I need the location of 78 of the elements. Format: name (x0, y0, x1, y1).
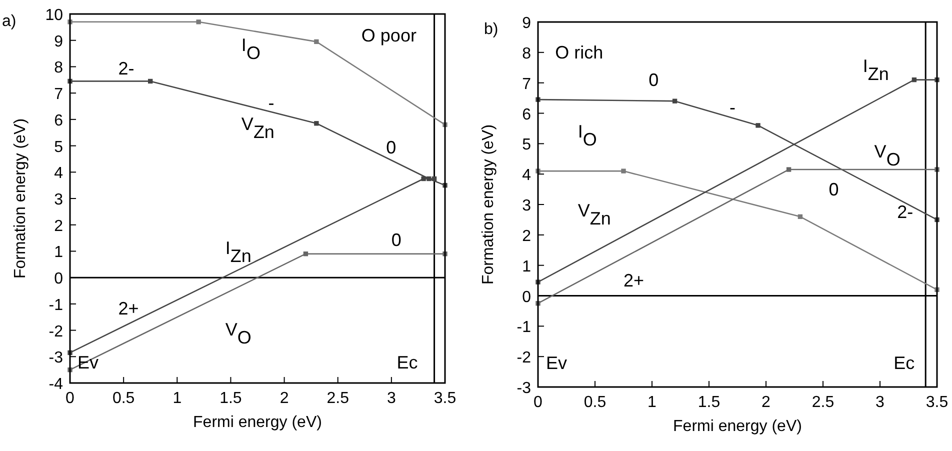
y-tick-label: 7 (54, 86, 64, 104)
y-tick-label: 5 (522, 136, 532, 154)
chart-title: b) (484, 21, 498, 38)
y-tick-label: 4 (54, 165, 64, 182)
annotation: O rich (555, 42, 604, 62)
x-axis-title: Fermi energy (eV) (673, 418, 802, 435)
point (798, 214, 803, 220)
x-tick-label: 2.5 (812, 394, 834, 411)
x-tick-label: 2.5 (326, 390, 350, 407)
x-tick-label: 0.5 (112, 390, 135, 407)
annotation: 2+ (118, 298, 139, 318)
point (314, 39, 319, 44)
y-tick-label: 10 (45, 7, 64, 24)
y-tick-label: 9 (522, 15, 532, 32)
y-tick-label: 3 (54, 192, 64, 208)
y-tick-label: 1 (54, 244, 64, 262)
y-tick-label: -3 (516, 380, 532, 397)
point (314, 121, 319, 126)
y-tick-label: 0 (54, 270, 64, 288)
y-tick-label: 5 (54, 138, 64, 156)
x-tick-label: 1 (172, 390, 182, 407)
point (148, 78, 153, 84)
x-tick-label: 3 (876, 394, 885, 411)
x-tick-label: 3.5 (926, 394, 948, 411)
y-tick-label: 1 (522, 258, 532, 276)
annotation: O poor (361, 26, 416, 46)
y-axis-title: Formation energy (eV) (12, 118, 29, 279)
annotation: 0 (386, 138, 396, 158)
point (912, 77, 917, 82)
annotation: 0 (648, 70, 659, 90)
x-tick-label: 3 (386, 390, 396, 407)
x-tick-label: 1 (648, 394, 657, 411)
annotation: - (268, 92, 274, 113)
x-tick-label: 2 (762, 394, 771, 411)
x-tick-label: 0.5 (584, 394, 606, 411)
point (672, 98, 678, 104)
point (786, 167, 792, 172)
annotation: - (730, 97, 736, 118)
y-tick-label: -2 (516, 350, 532, 367)
y-tick-label: 6 (522, 106, 532, 124)
y-tick-label: -2 (48, 323, 64, 340)
x-tick-label: 3.5 (434, 390, 456, 407)
annotation: 0 (828, 179, 839, 200)
point (756, 123, 760, 128)
annotation: 2- (118, 58, 134, 79)
y-tick-label: -4 (48, 376, 64, 393)
y-tick-label: 3 (522, 198, 532, 214)
x-tick-label: 0 (66, 390, 75, 407)
y-axis-title: Formation energy (eV) (480, 124, 497, 285)
y-tick-label: 4 (522, 167, 532, 184)
annotation: 2- (897, 202, 914, 222)
annotation: 0 (391, 230, 402, 250)
y-tick-label: -3 (48, 350, 64, 367)
y-tick-label: -1 (516, 319, 532, 336)
y-tick-label: 2 (522, 228, 532, 245)
y-tick-label: 8 (522, 45, 532, 62)
annotation: Ec (396, 352, 418, 373)
y-tick-label: 8 (54, 60, 64, 77)
y-tick-label: 2 (54, 218, 64, 235)
x-tick-label: 1.5 (698, 394, 720, 411)
y-tick-label: 7 (522, 76, 532, 93)
y-tick-label: 9 (54, 33, 64, 50)
annotation: Ec (894, 352, 915, 373)
annotation: 2+ (624, 270, 644, 291)
point (432, 176, 437, 182)
chart-title: a) (2, 13, 16, 30)
y-tick-label: 6 (54, 112, 64, 130)
y-tick-label: 0 (522, 288, 532, 306)
point (621, 168, 626, 174)
point (421, 176, 426, 182)
x-tick-label: 0 (534, 394, 543, 411)
y-tick-label: -1 (48, 296, 64, 314)
x-axis-title: Fermi energy (eV) (193, 414, 322, 431)
x-tick-label: 2 (280, 390, 289, 407)
annotation: Ev (546, 352, 567, 373)
point (196, 20, 201, 24)
point (303, 252, 308, 256)
x-tick-label: 1.5 (220, 390, 242, 407)
